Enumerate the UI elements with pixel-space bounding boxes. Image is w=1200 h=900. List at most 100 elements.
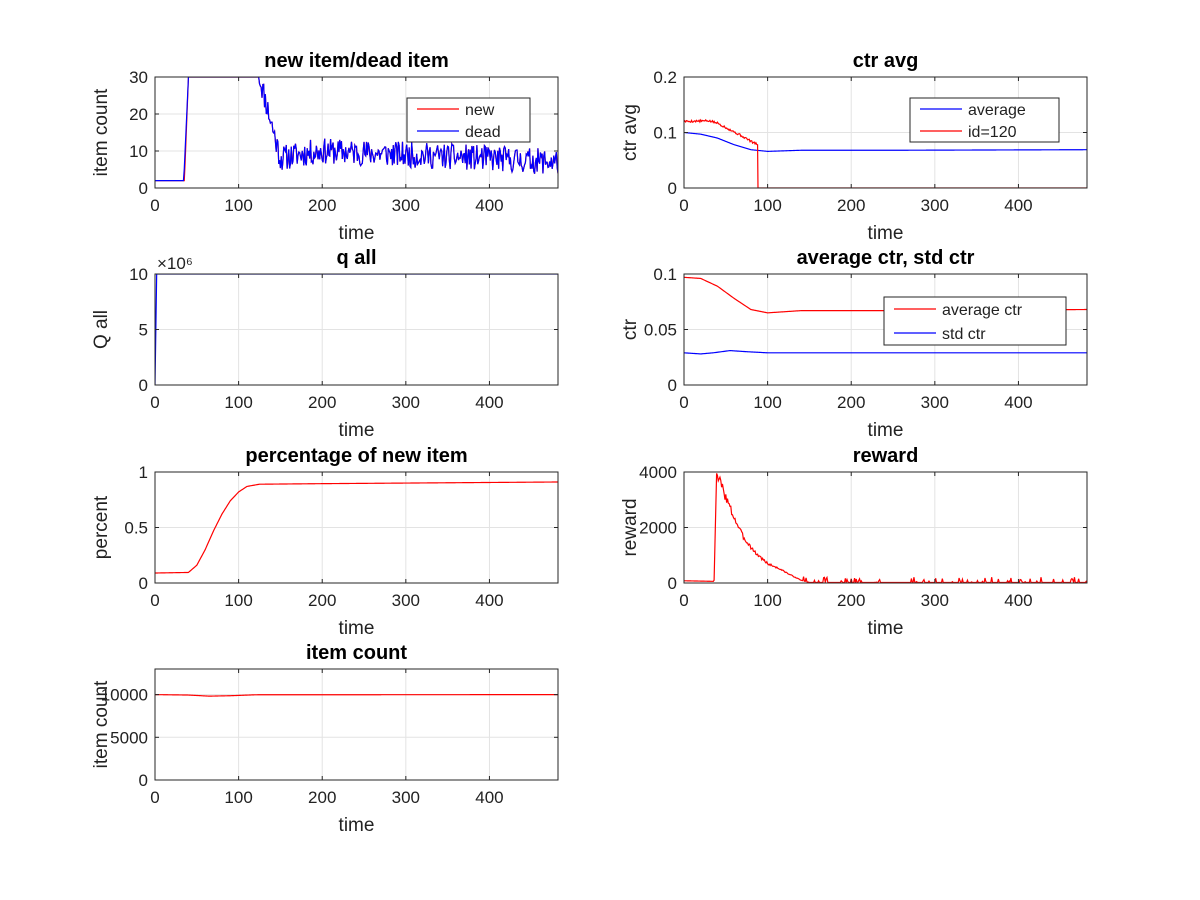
x-tick-label: 100 — [753, 393, 781, 412]
y-tick-label: 0 — [139, 179, 148, 198]
x-tick-label: 200 — [308, 788, 336, 807]
y-tick-label: 5 — [139, 321, 148, 340]
y-axis-label: ctr — [620, 318, 641, 340]
x-tick-label: 400 — [475, 196, 503, 215]
y-tick-label: 10000 — [101, 686, 148, 705]
y-tick-label: 1 — [139, 463, 148, 482]
x-tick-label: 400 — [475, 591, 503, 610]
legend-entry: id=120 — [968, 124, 1017, 141]
y-axis-label: percent — [91, 495, 112, 559]
y-tick-label: 5000 — [110, 728, 148, 747]
y-axis-label: reward — [620, 498, 641, 556]
series-line-std-ctr — [684, 349, 1087, 355]
series-line-0 — [155, 694, 558, 697]
y-tick-label: 0.2 — [653, 68, 677, 87]
series-line-average — [684, 131, 1087, 152]
subplot-2: 0 100 200 300 400 0 5 10 ×10⁶ q all time Q all — [91, 247, 559, 441]
x-axis-label: time — [868, 223, 904, 244]
x-tick-label: 200 — [837, 196, 865, 215]
legend: average ctr std ctr — [883, 296, 1067, 346]
legend: new dead — [406, 97, 531, 143]
x-tick-label: 300 — [392, 591, 420, 610]
y-tick-label: 0 — [668, 179, 677, 198]
x-axis-label: time — [339, 618, 375, 639]
legend-box — [909, 97, 1060, 143]
y-tick-label: 0 — [139, 574, 148, 593]
plot-area — [155, 669, 558, 780]
legend-entry: average — [968, 102, 1026, 119]
y-tick-label: 10 — [129, 265, 148, 284]
chart-title: reward — [853, 445, 919, 467]
x-tick-label: 100 — [224, 393, 252, 412]
x-axis-label: time — [868, 618, 904, 639]
x-tick-label: 300 — [921, 393, 949, 412]
x-tick-label: 100 — [224, 788, 252, 807]
y-axis-multiplier: ×10⁶ — [157, 254, 193, 273]
y-tick-label: 0 — [139, 771, 148, 790]
y-tick-label: 0.5 — [124, 519, 148, 538]
x-tick-label: 300 — [392, 196, 420, 215]
series-line-dead — [155, 77, 558, 182]
x-tick-label: 0 — [679, 393, 688, 412]
subplot-4: 0 100 200 300 400 0 0.5 1 percentage of new item… — [91, 445, 559, 639]
subplot-3: 0 100 200 300 400 0 0.05 0.1 average ctr, std ct… — [620, 247, 1088, 441]
x-axis-label: time — [868, 420, 904, 441]
x-tick-label: 200 — [837, 393, 865, 412]
legend-box — [406, 97, 531, 143]
y-tick-label: 0.1 — [653, 265, 677, 284]
legend-entry: new — [465, 102, 495, 119]
x-axis-label: time — [339, 815, 375, 836]
x-tick-label: 0 — [150, 788, 159, 807]
x-tick-label: 300 — [921, 591, 949, 610]
y-tick-label: 4000 — [639, 463, 677, 482]
series-line-0 — [155, 481, 558, 574]
x-tick-label: 200 — [308, 591, 336, 610]
x-tick-label: 400 — [1004, 393, 1032, 412]
x-tick-label: 100 — [753, 591, 781, 610]
chart-title: percentage of new item — [245, 445, 467, 467]
x-tick-label: 100 — [224, 591, 252, 610]
y-tick-label: 0 — [139, 376, 148, 395]
chart-title: average ctr, std ctr — [797, 247, 975, 269]
y-axis-label: item count — [91, 680, 112, 768]
y-tick-label: 0.1 — [653, 124, 677, 143]
y-axis-label: Q all — [91, 310, 112, 349]
x-tick-label: 0 — [679, 591, 688, 610]
chart-title: new item/dead item — [264, 50, 449, 72]
subplot-0: 0 100 200 300 400 0 10 20 30 new item/dead item ti… — [91, 50, 559, 244]
x-tick-label: 100 — [224, 196, 252, 215]
y-tick-label: 0 — [668, 376, 677, 395]
y-tick-label: 30 — [129, 68, 148, 87]
x-axis-label: time — [339, 420, 375, 441]
x-tick-label: 0 — [150, 393, 159, 412]
y-tick-label: 0 — [668, 574, 677, 593]
x-tick-label: 0 — [150, 196, 159, 215]
y-axis-label: ctr avg — [620, 104, 641, 161]
x-tick-label: 400 — [475, 393, 503, 412]
y-tick-label: 20 — [129, 105, 148, 124]
axes-box — [154, 668, 559, 781]
chart-title: q all — [336, 247, 376, 269]
legend-entry: std ctr — [942, 326, 986, 343]
legend-box — [883, 296, 1067, 346]
x-tick-label: 300 — [392, 788, 420, 807]
legend-entry: dead — [465, 124, 501, 141]
x-tick-label: 200 — [308, 196, 336, 215]
x-tick-label: 300 — [921, 196, 949, 215]
series-line-id-120 — [684, 118, 1087, 188]
y-axis-label: item count — [91, 88, 112, 176]
x-tick-label: 200 — [837, 591, 865, 610]
x-tick-label: 300 — [392, 393, 420, 412]
x-tick-label: 0 — [150, 591, 159, 610]
axes-box — [154, 76, 559, 189]
x-tick-label: 0 — [679, 196, 688, 215]
chart-title: item count — [306, 642, 407, 664]
x-axis-label: time — [339, 223, 375, 244]
legend-entry: average ctr — [942, 302, 1023, 319]
y-tick-label: 2000 — [639, 519, 677, 538]
x-tick-label: 100 — [753, 196, 781, 215]
y-tick-label: 10 — [129, 142, 148, 161]
